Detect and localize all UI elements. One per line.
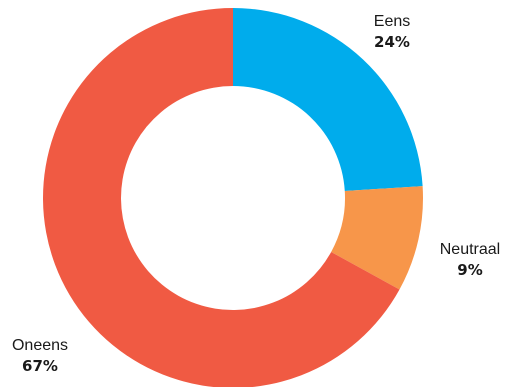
slice-label-oneens: Oneens — [12, 337, 68, 354]
slice-neutraal — [331, 186, 423, 290]
slice-value-oneens: 67% — [22, 357, 58, 375]
slice-label-neutraal: Neutraal — [440, 241, 500, 258]
slice-eens — [233, 8, 423, 191]
donut-labels: Eens 24% Neutraal 9% Oneens 67% — [12, 13, 500, 375]
slice-oneens — [43, 8, 400, 387]
slice-value-eens: 24% — [374, 33, 410, 51]
donut-slices — [43, 8, 423, 387]
slice-value-neutraal: 9% — [457, 261, 482, 279]
slice-label-eens: Eens — [374, 13, 410, 30]
